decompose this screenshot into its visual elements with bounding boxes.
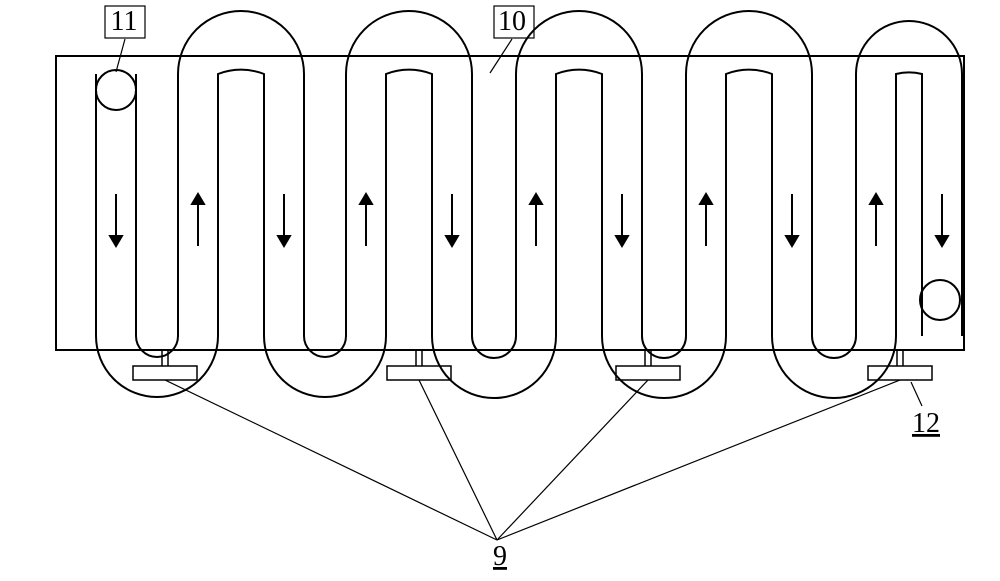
flow-arrow-down bbox=[934, 194, 949, 248]
flow-arrow-up bbox=[528, 192, 543, 246]
leader-line bbox=[419, 380, 497, 540]
support-foot bbox=[133, 350, 497, 540]
flow-arrow-down bbox=[784, 194, 799, 248]
callout-12-leader bbox=[911, 382, 922, 406]
serpentine-inner-wall bbox=[136, 11, 962, 358]
support-foot bbox=[497, 350, 932, 540]
callout-11-label: 11 bbox=[111, 6, 138, 37]
callout-10-label: 10 bbox=[498, 6, 526, 37]
callout-9-label: 9 bbox=[493, 541, 507, 572]
leader-line bbox=[497, 380, 900, 540]
flow-arrow-up bbox=[868, 192, 883, 246]
flow-arrow-down bbox=[108, 194, 123, 248]
flow-arrow-down bbox=[614, 194, 629, 248]
inlet-port bbox=[96, 70, 136, 110]
leader-line bbox=[497, 380, 648, 540]
support-foot bbox=[497, 350, 680, 540]
flow-arrow-up bbox=[698, 192, 713, 246]
flow-arrow-up bbox=[358, 192, 373, 246]
flow-arrow-up bbox=[190, 192, 205, 246]
callout-12-label: 12 bbox=[912, 408, 940, 439]
flow-arrow-down bbox=[444, 194, 459, 248]
serpentine-outer-wall bbox=[96, 70, 922, 398]
support-foot bbox=[387, 350, 497, 540]
outlet-port bbox=[920, 280, 960, 320]
flow-arrow-down bbox=[276, 194, 291, 248]
leader-line bbox=[165, 380, 497, 540]
